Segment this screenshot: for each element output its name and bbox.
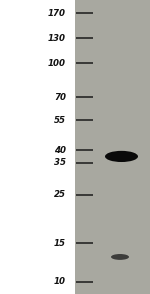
Text: 100: 100: [48, 59, 66, 68]
Text: 55: 55: [54, 116, 66, 125]
Text: 15: 15: [54, 239, 66, 248]
Ellipse shape: [105, 151, 138, 162]
Text: 35: 35: [54, 158, 66, 168]
Text: 40: 40: [54, 146, 66, 155]
Text: 25: 25: [54, 191, 66, 199]
Text: 170: 170: [48, 9, 66, 18]
Ellipse shape: [111, 254, 129, 260]
Text: 10: 10: [54, 277, 66, 286]
Text: 70: 70: [54, 93, 66, 102]
Bar: [75, 0, 150, 294]
Text: 130: 130: [48, 34, 66, 43]
